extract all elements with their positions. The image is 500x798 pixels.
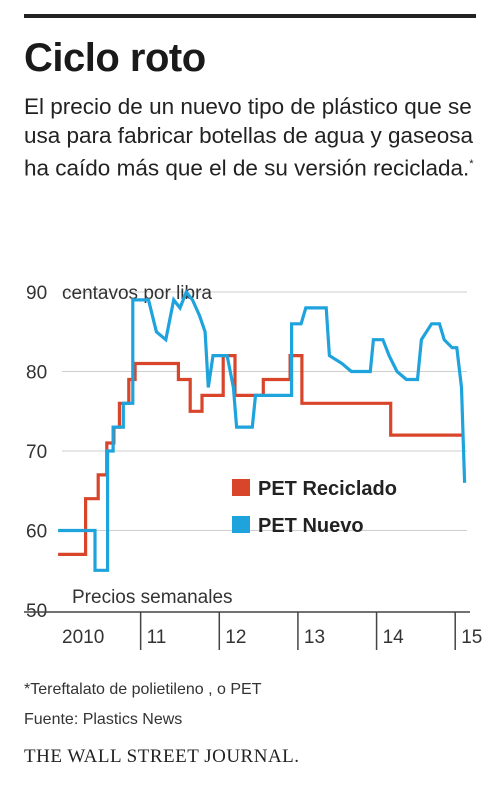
top-rule [24,14,476,18]
x-tick-label-2010: 2010 [62,627,104,648]
x-tick-label-11: 11 [147,627,167,648]
chart-note: Precios semanales [72,587,233,608]
publisher-logo: THE WALL STREET JOURNAL. [24,746,300,767]
series-line-nuevo [58,288,467,572]
subtitle-footnote-marker: * [469,158,474,170]
source-line: Fuente: Plastics News [24,711,183,728]
x-tick-label-14: 14 [383,627,405,648]
chart-subtitle: El precio de un nuevo tipo de plástico q… [24,92,479,183]
legend-label-reciclado: PET Reciclado [258,478,397,500]
legend-swatch-nuevo [232,516,250,533]
y-tick-label-60: 60 [26,522,47,543]
y-tick-label-70: 70 [26,442,47,463]
chart-title: Ciclo roto [24,36,206,80]
x-tick-label-12: 12 [225,627,246,648]
y-tick-label-90: 90 [26,283,47,304]
y-tick-label-80: 80 [26,363,47,384]
legend-label-nuevo: PET Nuevo [258,515,364,537]
legend-swatch-reciclado [232,479,250,496]
subtitle-text: El precio de un nuevo tipo de plástico q… [24,94,474,181]
footnote: *Tereftalato de polietileno , o PET [24,681,262,698]
x-tick-label-13: 13 [304,627,325,648]
x-tick-label-15: 15 [461,627,482,648]
